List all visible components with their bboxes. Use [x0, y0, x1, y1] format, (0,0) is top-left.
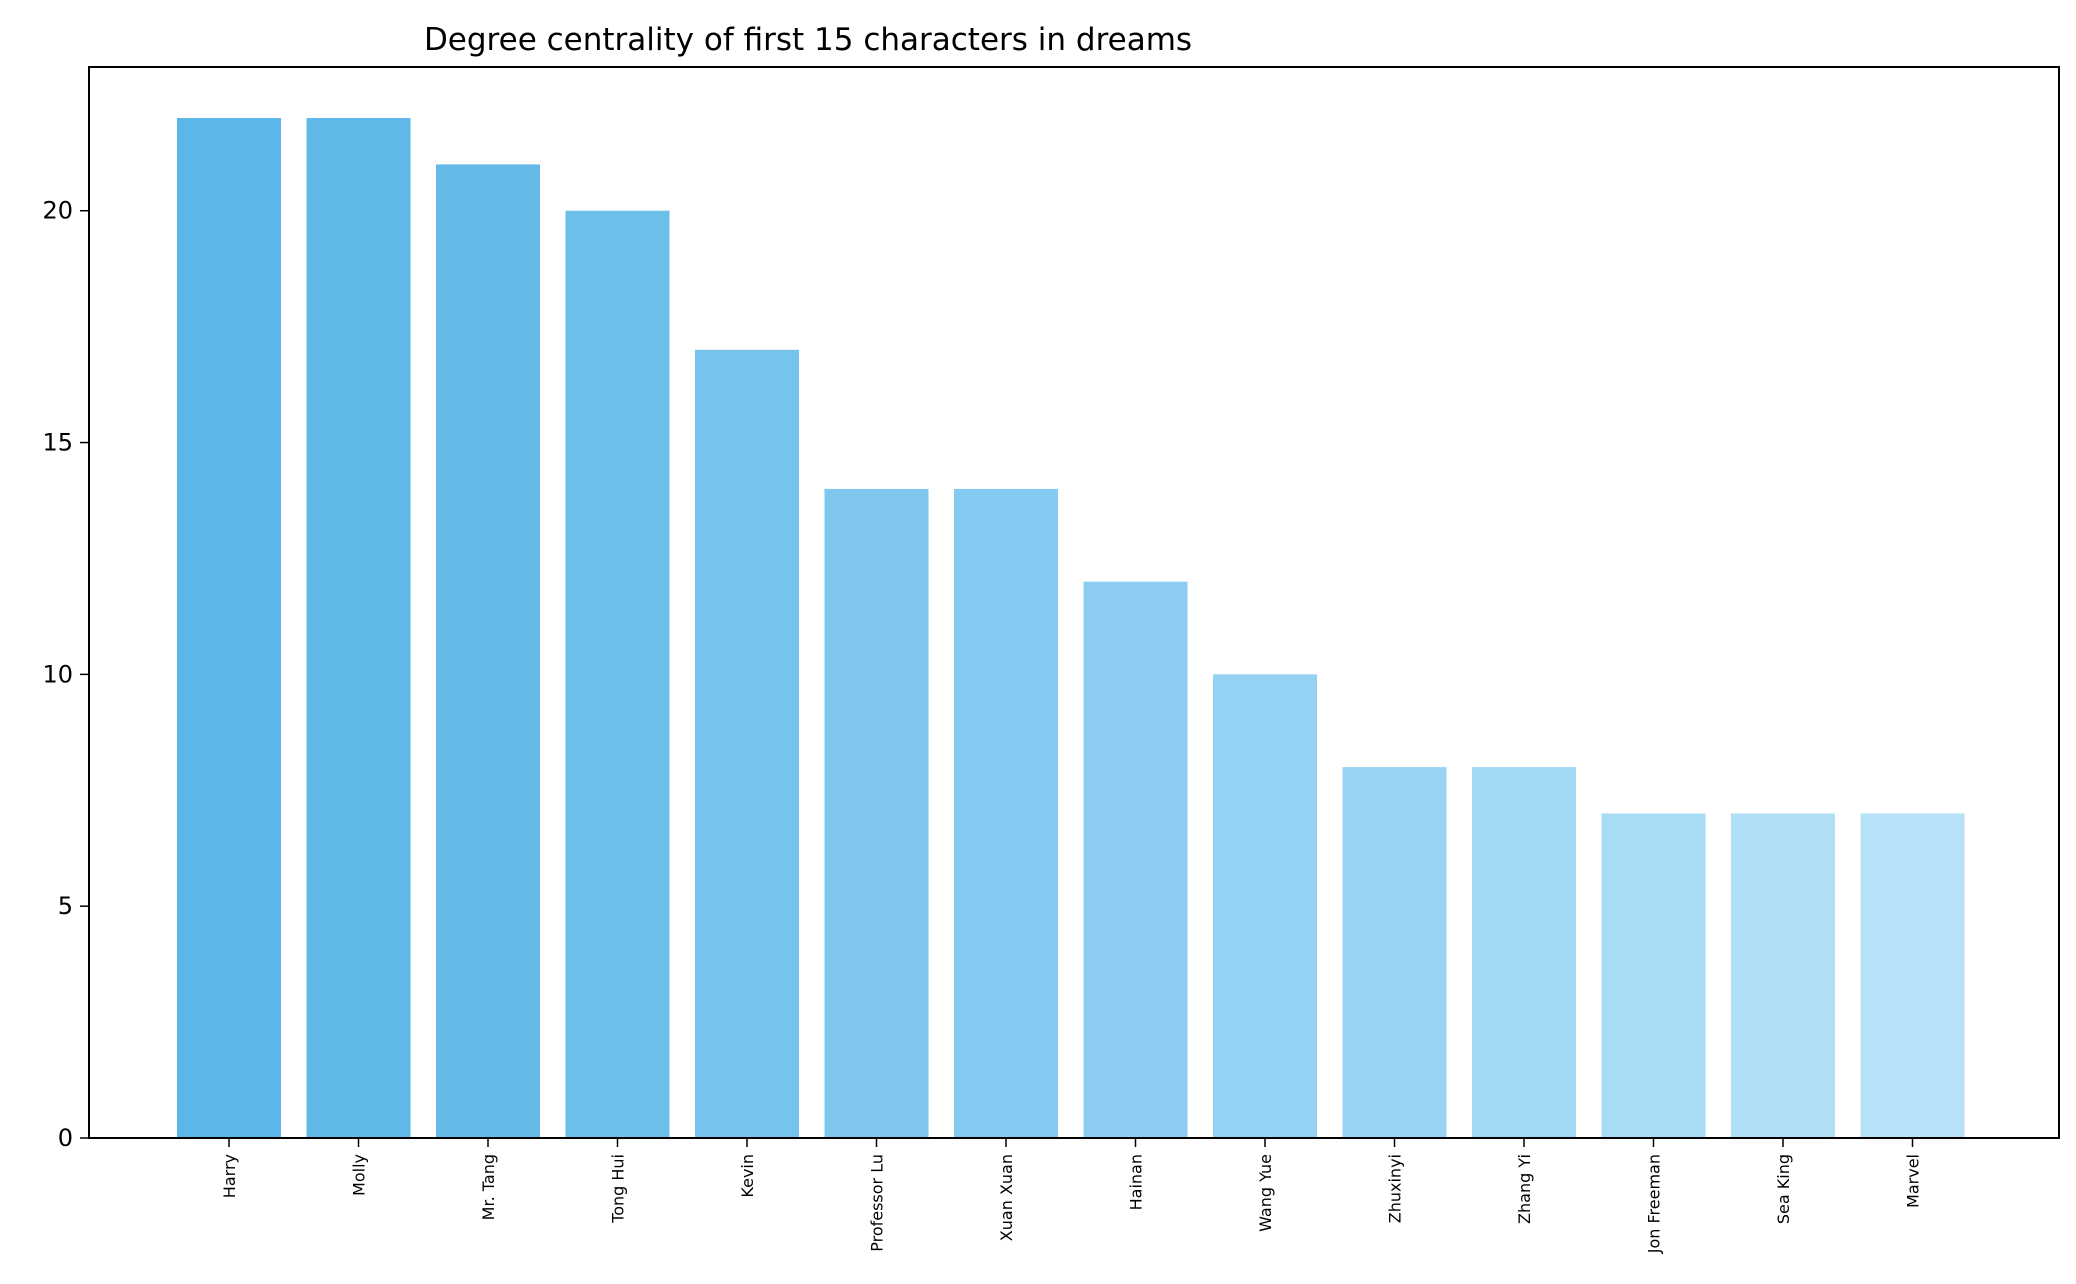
plot-frame [88, 66, 2060, 1139]
x-tick-label: Jon Freeman [1645, 1154, 1664, 1254]
y-tick-label: 15 [42, 429, 73, 457]
y-tick-label: 0 [58, 1124, 73, 1152]
x-tick-label: Marvel [1904, 1154, 1923, 1208]
x-tick-label: Molly [350, 1154, 369, 1196]
bar-zhang-yi [1472, 767, 1576, 1138]
x-tick-label: Wang Yue [1256, 1154, 1275, 1232]
bar-hainan [1083, 581, 1188, 1138]
bar-marvel [1860, 813, 1965, 1138]
y-axis: 0 5 10 15 20 [42, 197, 89, 1152]
y-tick-label: 20 [42, 197, 73, 225]
bar-kevin [695, 349, 799, 1138]
bar-zhuxinyi [1342, 767, 1447, 1138]
x-tick-label: Sea King [1774, 1154, 1793, 1224]
x-tick-label: Xuan Xuan [997, 1154, 1016, 1241]
x-tick-label: Professor Lu [868, 1154, 887, 1252]
bar-wang-yue [1213, 674, 1317, 1138]
y-tick-label: 10 [42, 660, 73, 688]
x-tick-label: Hainan [1127, 1154, 1146, 1210]
bar-professor-lu [824, 488, 929, 1139]
bar-molly [306, 118, 411, 1138]
bar-xuan-xuan [954, 488, 1058, 1139]
x-tick-label: Zhuxinyi [1386, 1154, 1405, 1223]
bar-jon-freeman [1601, 813, 1706, 1138]
y-tick-label: 5 [58, 892, 73, 920]
x-tick-label: Mr. Tang [479, 1154, 498, 1220]
chart-title: Degree centrality of first 15 characters… [424, 22, 1192, 58]
x-tick-label: Zhang Yi [1515, 1154, 1534, 1224]
bar-harry [177, 118, 281, 1138]
bars-group [177, 118, 1965, 1139]
x-tick-label: Tong Hui [609, 1154, 628, 1224]
x-axis: Harry Molly Mr. Tang Tong Hui Kevin Professor… [220, 1138, 1923, 1254]
bar-sea-king [1731, 813, 1835, 1138]
bar-tong-hui [565, 210, 670, 1138]
x-tick-label: Harry [220, 1154, 239, 1198]
bar-mr-tang [436, 164, 540, 1138]
x-tick-label: Kevin [738, 1154, 757, 1198]
